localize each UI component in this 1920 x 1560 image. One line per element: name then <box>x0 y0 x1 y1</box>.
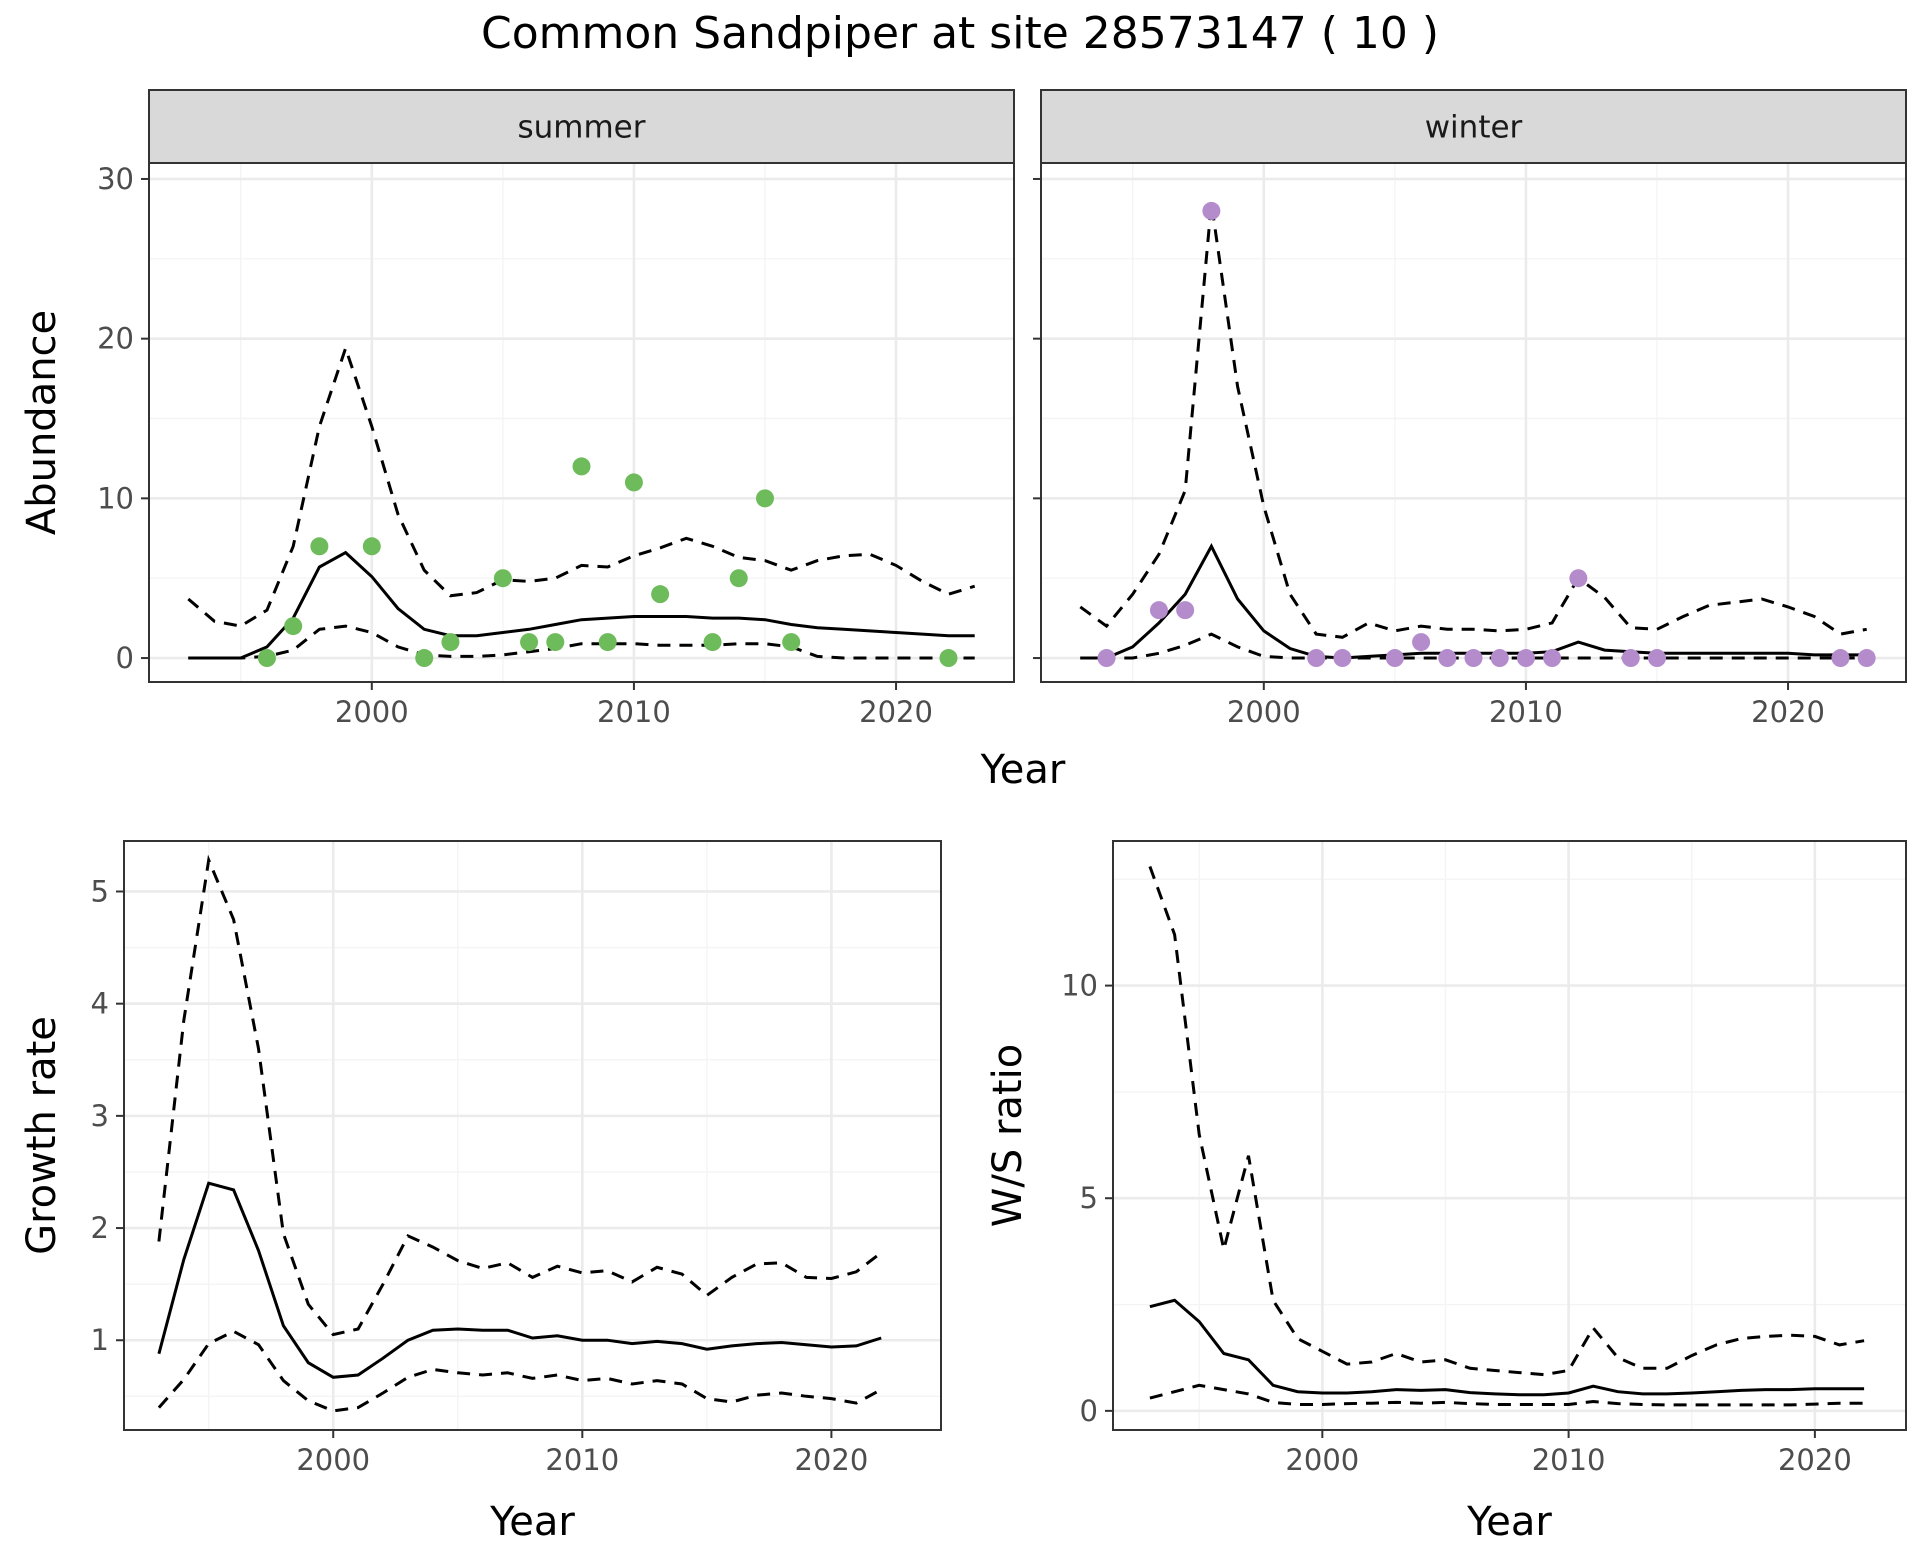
summer-y-tick-label: 30 <box>97 162 134 196</box>
summer-data-point <box>651 585 670 604</box>
winter-data-point <box>1385 649 1404 668</box>
ratio-lower-ci-line <box>1149 1383 1865 1407</box>
winter-data-point <box>1307 649 1326 668</box>
summer-x-tick-label: 2020 <box>859 695 933 729</box>
winter-data-point <box>1176 601 1195 620</box>
growth-y-tick-label: 1 <box>91 1323 109 1357</box>
winter-data-point <box>1621 649 1640 668</box>
summer-data-point <box>755 489 774 508</box>
ratio-x-tick-label: 2010 <box>1532 1443 1606 1477</box>
growth-upper-ci-line <box>157 854 883 1337</box>
ratio-panel-border <box>1112 840 1907 1431</box>
summer-data-point <box>624 473 643 492</box>
winter-data-point <box>1543 649 1562 668</box>
summer-upper-ci-line <box>187 343 976 628</box>
winter-x-tick-label: 2000 <box>1227 695 1301 729</box>
ratio-mean-line <box>1149 1298 1865 1397</box>
summer-data-point <box>441 633 460 652</box>
winter-facet-strip <box>1040 89 1907 164</box>
ratio-x-tick-label: 2020 <box>1778 1443 1852 1477</box>
summer-strip-label: summer <box>517 110 645 146</box>
summer-data-point <box>782 633 801 652</box>
summer-data-point <box>284 617 303 636</box>
growth-mean-line <box>157 1181 882 1379</box>
summer-data-point <box>520 633 539 652</box>
summer-mean-line <box>188 550 975 660</box>
growth-x-tick-label: 2020 <box>794 1443 868 1477</box>
growth-x-axis-title: Year <box>489 1499 575 1545</box>
winter-abundance-panel: winter 2000 2010 2020 <box>1033 89 1907 729</box>
summer-facet-strip <box>148 89 1015 164</box>
winter-data-point <box>1333 649 1352 668</box>
ratio-y-tick-label: 10 <box>1061 969 1098 1003</box>
ratio-x-axis-title: Year <box>1466 1499 1552 1545</box>
top-x-axis-title: Year <box>980 747 1066 793</box>
ratio-y-tick-label: 0 <box>1080 1394 1098 1428</box>
winter-data-point <box>1857 649 1876 668</box>
winter-data-point <box>1438 649 1457 668</box>
winter-x-tick-label: 2010 <box>1489 695 1563 729</box>
growth-rate-panel: 2000 2010 2020 1 2 3 4 5 Growth rate Year <box>19 840 942 1545</box>
winter-x-tick-label: 2020 <box>1751 695 1825 729</box>
summer-y-tick-label: 20 <box>97 322 134 356</box>
summer-data-point <box>362 537 381 556</box>
ws-ratio-panel: 2000 2010 2020 0 5 10 W/S ratio Year <box>985 840 1907 1545</box>
summer-data-point <box>939 649 958 668</box>
winter-data-point <box>1569 569 1588 588</box>
summer-y-tick-label: 0 <box>116 641 134 675</box>
growth-y-tick-label: 3 <box>91 1099 109 1133</box>
summer-data-point <box>257 649 276 668</box>
growth-x-tick-label: 2010 <box>545 1443 619 1477</box>
summer-x-tick-label: 2010 <box>597 695 671 729</box>
summer-x-tick-label: 2000 <box>335 695 409 729</box>
winter-data-point <box>1490 649 1509 668</box>
summer-data-point <box>493 569 512 588</box>
winter-data-point <box>1149 601 1168 620</box>
summer-data-point <box>729 569 748 588</box>
growth-plot-area <box>124 841 941 1430</box>
summer-data-point <box>572 457 591 476</box>
summer-data-point <box>546 633 565 652</box>
figure-title: Common Sandpiper at site 28573147 ( 10 ) <box>481 8 1439 59</box>
growth-y-tick-label: 4 <box>91 987 109 1021</box>
ratio-plot-area <box>1113 841 1906 1430</box>
growth-lower-ci-line <box>157 1329 882 1413</box>
winter-data-point <box>1516 649 1535 668</box>
summer-data-point <box>310 537 329 556</box>
winter-upper-ci-line <box>1079 202 1867 639</box>
summer-abundance-panel: summer 2000 2010 2020 0 10 20 30 Abundance <box>19 89 1015 729</box>
winter-strip-label: winter <box>1425 110 1523 146</box>
summer-y-axis-title: Abundance <box>19 310 65 535</box>
ratio-y-axis-title: W/S ratio <box>985 1044 1031 1227</box>
summer-plot-area <box>149 163 1014 682</box>
growth-x-tick-label: 2000 <box>296 1443 370 1477</box>
winter-plot-area <box>1041 163 1906 682</box>
winter-data-point <box>1202 201 1221 220</box>
growth-y-tick-label: 2 <box>91 1211 109 1245</box>
ratio-y-tick-label: 5 <box>1080 1181 1098 1215</box>
winter-data-point <box>1464 649 1483 668</box>
summer-data-point <box>703 633 722 652</box>
summer-lower-ci-line <box>188 624 975 660</box>
growth-y-tick-label: 5 <box>91 874 109 908</box>
summer-data-point <box>598 633 617 652</box>
winter-data-point <box>1097 649 1116 668</box>
summer-y-tick-label: 10 <box>97 481 134 515</box>
growth-y-axis-title: Growth rate <box>19 1016 65 1255</box>
ratio-x-tick-label: 2000 <box>1285 1443 1359 1477</box>
winter-data-point <box>1412 633 1431 652</box>
winter-data-point <box>1831 649 1850 668</box>
growth-panel-border <box>123 840 942 1431</box>
winter-data-point <box>1647 649 1666 668</box>
summer-data-point <box>415 649 434 668</box>
